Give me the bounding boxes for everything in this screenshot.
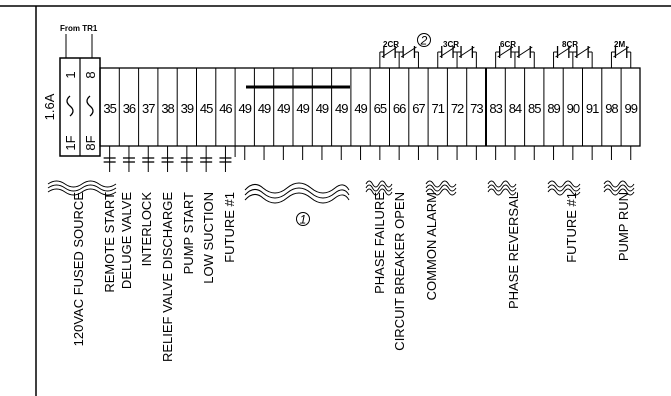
input-label-group: REMOTE START DELUGE VALVE INTERLOCK RELIEF … <box>102 192 237 362</box>
relay-contacts <box>379 46 631 58</box>
terminal-number: 37 <box>142 101 155 116</box>
big-break-mark-3 <box>244 192 350 204</box>
contact-slash <box>400 46 417 58</box>
break-mark <box>47 180 117 188</box>
terminal-number: 71 <box>432 101 445 116</box>
break-mark <box>547 184 581 192</box>
terminal-number: 49 <box>239 101 252 116</box>
terminal-number: 84 <box>509 101 522 116</box>
terminal-number: 49 <box>277 101 290 116</box>
terminal-number: 66 <box>393 101 406 116</box>
fuse-symbol-right <box>86 95 94 117</box>
output-label: PHASE FAILURE <box>372 192 387 294</box>
output-label: FUTURE #1 <box>564 192 579 263</box>
terminal-number: 49 <box>354 101 367 116</box>
break-mark <box>365 180 393 188</box>
source-label: 120VAC FUSED SOURCE <box>71 192 86 347</box>
callout-2-text: 2 <box>420 34 428 48</box>
terminal-number: 49 <box>316 101 329 116</box>
input-contacts <box>103 157 232 163</box>
relay-label-6cr: 6CR <box>500 40 516 49</box>
terminal-number: 73 <box>470 101 483 116</box>
break-mark <box>547 180 581 188</box>
break-mark <box>603 180 635 188</box>
terminal-number: 49 <box>258 101 271 116</box>
input-label: LOW SUCTION <box>201 192 216 284</box>
contact-slash <box>497 46 514 58</box>
break-mark <box>425 180 457 188</box>
terminal-numbers: 35 36 37 38 39 45 46 49 49 49 49 49 49 49 65 66 67 71 72 73… <box>103 101 638 116</box>
terminal-number: 67 <box>412 101 425 116</box>
break-mark <box>425 188 457 196</box>
contact-slash <box>439 46 456 58</box>
fuse-bottom-right: 8F <box>83 135 98 150</box>
fuse-bottom-left: 1F <box>63 135 78 150</box>
fuse-top-right: 8 <box>83 71 98 78</box>
break-marks <box>47 180 635 196</box>
output-label: PUMP RUN <box>616 192 631 261</box>
terminal-number: 72 <box>451 101 464 116</box>
terminal-dividers <box>118 68 622 146</box>
input-label: PUMP START <box>181 192 196 274</box>
output-label: COMMON ALARM <box>424 192 439 300</box>
break-mark <box>47 184 117 192</box>
terminal-number: 39 <box>181 101 194 116</box>
terminal-number: 99 <box>625 101 638 116</box>
terminal-number: 83 <box>489 101 502 116</box>
relay-label-8cr: 8CR <box>562 40 578 49</box>
relay-label-2cr: 2CR <box>383 40 399 49</box>
break-mark <box>547 188 581 196</box>
input-label: INTERLOCK <box>139 192 154 267</box>
terminal-number: 49 <box>296 101 309 116</box>
contact-slash <box>458 46 475 58</box>
fuse-rating: 1.6A <box>42 93 57 120</box>
terminal-number: 38 <box>161 101 174 116</box>
contact-slash <box>574 46 591 58</box>
contact-slash <box>381 46 398 58</box>
terminal-number: 98 <box>605 101 618 116</box>
fuse-symbol-left <box>66 95 74 117</box>
break-mark <box>365 184 393 192</box>
callout-1-circle <box>296 212 310 226</box>
terminal-number: 45 <box>200 101 213 116</box>
from-label: From TR1 <box>60 24 98 33</box>
break-mark <box>603 188 635 196</box>
break-mark <box>365 188 393 196</box>
terminal-number: 65 <box>374 101 387 116</box>
relay-label-2m: 2M <box>614 40 625 49</box>
relay-label-3cr: 3CR <box>443 40 459 49</box>
terminal-number: 36 <box>123 101 136 116</box>
terminal-number: 91 <box>586 101 599 116</box>
break-mark <box>47 188 117 196</box>
terminal-number: 49 <box>335 101 348 116</box>
output-label: PHASE REVERSAL <box>506 192 521 309</box>
terminal-number: 85 <box>528 101 541 116</box>
contact-slash <box>516 46 533 58</box>
contact-slash <box>613 46 630 58</box>
input-label: DELUGE VALVE <box>119 192 134 289</box>
callout-1-text: 1 <box>300 213 307 227</box>
big-break-mark-1 <box>244 182 350 194</box>
output-label: CIRCUIT BREAKER OPEN <box>392 192 407 351</box>
contact-slash <box>555 46 572 58</box>
input-label: RELIEF VALVE DISCHARGE <box>160 192 175 362</box>
big-break-mark-2 <box>244 187 350 199</box>
terminal-number: 35 <box>103 101 116 116</box>
break-mark <box>487 180 517 188</box>
terminal-number: 46 <box>219 101 232 116</box>
terminal-number: 89 <box>547 101 560 116</box>
break-mark <box>487 188 517 196</box>
callout-2-circle <box>417 33 431 47</box>
input-label: REMOTE START <box>102 192 117 293</box>
break-mark <box>603 184 635 192</box>
fuse-top-left: 1 <box>63 71 78 78</box>
input-label: FUTURE #1 <box>222 192 237 263</box>
break-mark <box>425 184 457 192</box>
terminal-wires <box>109 52 632 172</box>
break-mark <box>487 184 517 192</box>
output-label-group: PHASE FAILURE CIRCUIT BREAKER OPEN COMMON … <box>372 192 631 351</box>
terminal-number: 90 <box>567 101 580 116</box>
